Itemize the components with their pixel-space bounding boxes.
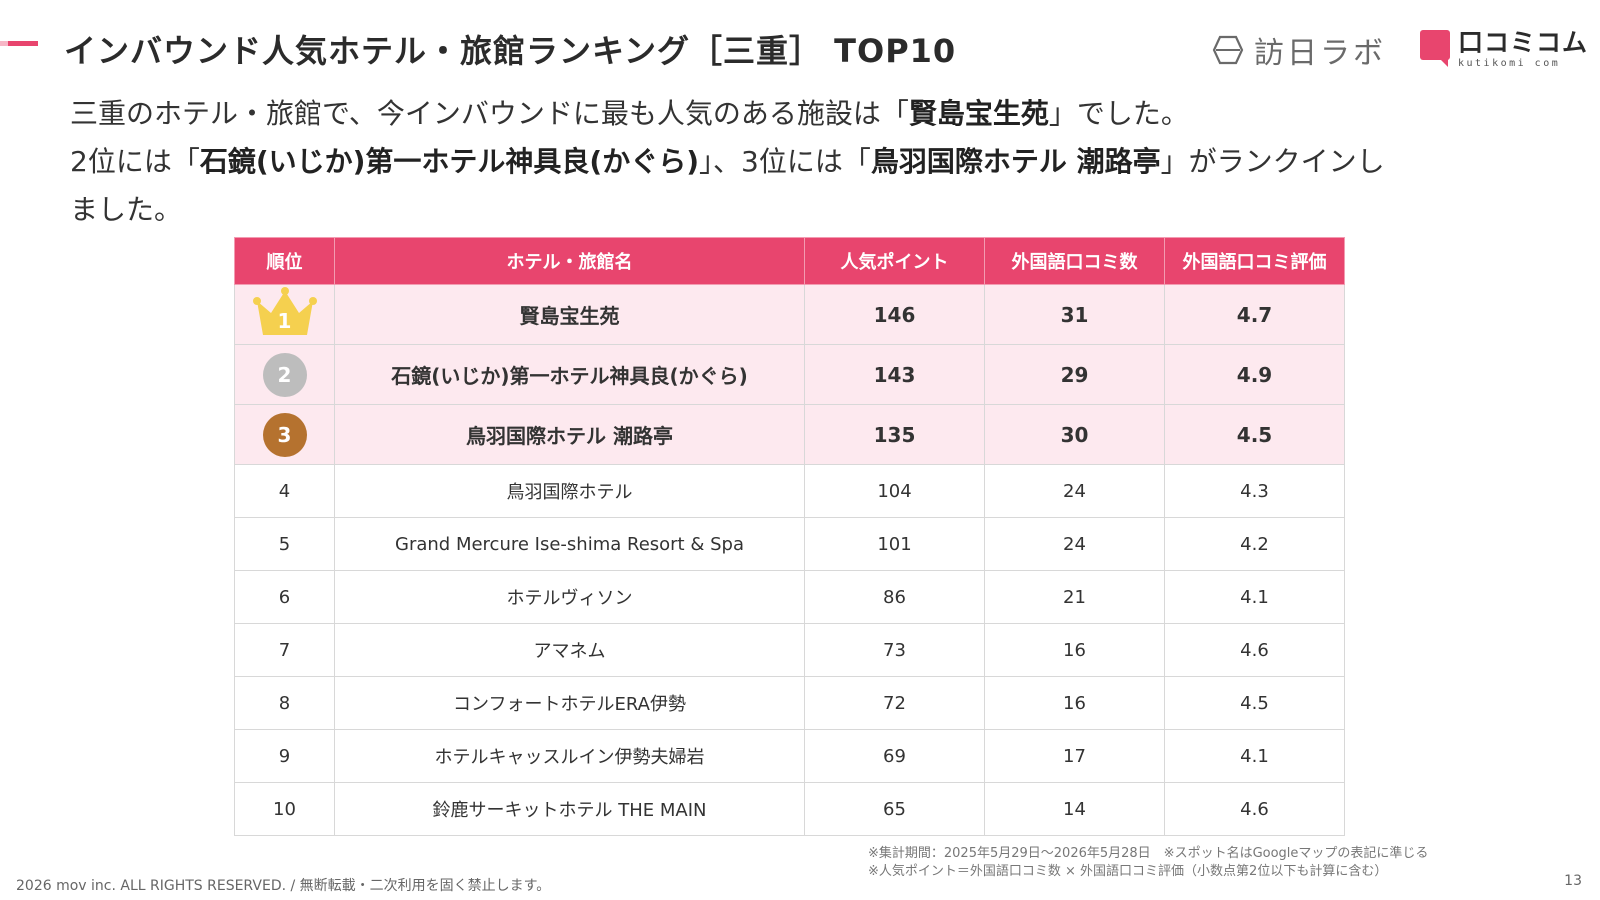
brand-secondary-domain: kutikomi com	[1458, 58, 1561, 69]
rank-cell: 4	[234, 464, 335, 518]
count-cell: 24	[984, 464, 1165, 518]
points-cell: 143	[804, 344, 985, 405]
points-cell: 86	[804, 570, 985, 624]
lead-text: 三重のホテル・旅館で、今インバウンドに最も人気のある施設は「賢島宝生苑」でした。…	[70, 97, 1385, 226]
table-row: 5 Grand Mercure Ise-shima Resort & Spa 1…	[234, 517, 1345, 571]
table-row: 3 鳥羽国際ホテル 潮路亭 135 30 4.5	[234, 404, 1345, 465]
brand-kutikomi: 口コミコム kutikomi com	[1420, 30, 1588, 69]
count-cell: 31	[984, 284, 1165, 345]
table-row: 8 コンフォートホテルERA伊勢 72 16 4.5	[234, 676, 1345, 730]
count-cell: 17	[984, 729, 1165, 783]
lead-top2: 石鏡(いじか)第一ホテル神具良(かぐら)	[199, 145, 700, 178]
rank-cell: 2	[234, 344, 335, 405]
rating-cell: 4.6	[1164, 782, 1345, 836]
header-points: 人気ポイント	[804, 237, 985, 285]
silver-medal-icon: 2	[262, 352, 307, 397]
rank-cell: 8	[234, 676, 335, 730]
points-cell: 104	[804, 464, 985, 518]
hotel-name: コンフォートホテルERA伊勢	[334, 676, 805, 730]
count-cell: 30	[984, 404, 1165, 465]
rating-cell: 4.2	[1164, 517, 1345, 571]
copyright-footer: 2026 mov inc. ALL RIGHTS RESERVED. / 無断転…	[16, 878, 551, 894]
hotel-name: Grand Mercure Ise-shima Resort & Spa	[334, 517, 805, 571]
page-number: 13	[1564, 873, 1582, 889]
lead-top3: 鳥羽国際ホテル 潮路亭	[870, 145, 1161, 178]
kutikomi-logo-icon	[1420, 30, 1450, 67]
brand-secondary-name: 口コミコム	[1458, 28, 1589, 57]
hotel-name: 鈴鹿サーキットホテル THE MAIN	[334, 782, 805, 836]
hotel-name: ホテルキャッスルイン伊勢夫婦岩	[334, 729, 805, 783]
points-cell: 146	[804, 284, 985, 345]
points-cell: 73	[804, 623, 985, 677]
title-accent-bar	[0, 41, 38, 46]
rank-cell: 6	[234, 570, 335, 624]
count-cell: 16	[984, 623, 1165, 677]
rank-cell: 1	[234, 284, 335, 345]
points-cell: 72	[804, 676, 985, 730]
rating-cell: 4.6	[1164, 623, 1345, 677]
rating-cell: 4.1	[1164, 570, 1345, 624]
gold-crown-icon: 1	[252, 287, 317, 337]
table-row: 9 ホテルキャッスルイン伊勢夫婦岩 69 17 4.1	[234, 729, 1345, 783]
rating-cell: 4.1	[1164, 729, 1345, 783]
footnote-period: ※集計期間：2025年5月29日〜2026年5月28日 ※スポット名はGoogl…	[868, 846, 1429, 861]
hotel-name: アマネム	[334, 623, 805, 677]
rating-cell: 4.9	[1164, 344, 1345, 405]
footnotes: ※集計期間：2025年5月29日〜2026年5月28日 ※スポット名はGoogl…	[868, 845, 1428, 881]
hotel-name: 鳥羽国際ホテル	[334, 464, 805, 518]
rank-cell: 9	[234, 729, 335, 783]
table-row: 7 アマネム 73 16 4.6	[234, 623, 1345, 677]
rank-cell: 5	[234, 517, 335, 571]
rating-cell: 4.3	[1164, 464, 1345, 518]
hotel-name: 石鏡(いじか)第一ホテル神具良(かぐら)	[334, 344, 805, 405]
bronze-medal-icon: 3	[262, 412, 307, 457]
footnote-formula: ※人気ポイント＝外国語口コミ数 × 外国語口コミ評価（小数点第2位以下も計算に含…	[868, 864, 1388, 879]
header-review-rating: 外国語口コミ評価	[1164, 237, 1345, 285]
brand-primary-name: 訪日ラボ	[1254, 36, 1386, 71]
brand-houdi-lab: 訪日ラボ	[1212, 28, 1386, 72]
rank-cell: 3	[234, 404, 335, 465]
points-cell: 101	[804, 517, 985, 571]
rank-cell: 10	[234, 782, 335, 836]
table-row: 10 鈴鹿サーキットホテル THE MAIN 65 14 4.6	[234, 782, 1345, 836]
rating-cell: 4.5	[1164, 404, 1345, 465]
count-cell: 21	[984, 570, 1165, 624]
table-row: 2 石鏡(いじか)第一ホテル神具良(かぐら) 143 29 4.9	[234, 344, 1345, 405]
houdi-lab-logo-icon	[1212, 35, 1244, 65]
points-cell: 65	[804, 782, 985, 836]
points-cell: 69	[804, 729, 985, 783]
table-row: 1 賢島宝生苑 146 31 4.7	[234, 284, 1345, 345]
table-row: 6 ホテルヴィソン 86 21 4.1	[234, 570, 1345, 624]
ranking-table: 順位 ホテル・旅館名 人気ポイント 外国語口コミ数 外国語口コミ評価 1 賢	[234, 237, 1345, 836]
header-review-count: 外国語口コミ数	[984, 237, 1165, 285]
hotel-name: 賢島宝生苑	[334, 284, 805, 345]
rating-cell: 4.7	[1164, 284, 1345, 345]
count-cell: 29	[984, 344, 1165, 405]
table-header-row: 順位 ホテル・旅館名 人気ポイント 外国語口コミ数 外国語口コミ評価	[234, 237, 1345, 285]
table-row: 4 鳥羽国際ホテル 104 24 4.3	[234, 464, 1345, 518]
rank-cell: 7	[234, 623, 335, 677]
points-cell: 135	[804, 404, 985, 465]
hotel-name: ホテルヴィソン	[334, 570, 805, 624]
lead-top1: 賢島宝生苑	[908, 97, 1049, 130]
hotel-name: 鳥羽国際ホテル 潮路亭	[334, 404, 805, 465]
page-title: インバウンド人気ホテル・旅館ランキング［三重］ TOP10	[64, 32, 957, 70]
header-name: ホテル・旅館名	[334, 237, 805, 285]
header-rank: 順位	[234, 237, 335, 285]
count-cell: 16	[984, 676, 1165, 730]
count-cell: 14	[984, 782, 1165, 836]
count-cell: 24	[984, 517, 1165, 571]
rating-cell: 4.5	[1164, 676, 1345, 730]
